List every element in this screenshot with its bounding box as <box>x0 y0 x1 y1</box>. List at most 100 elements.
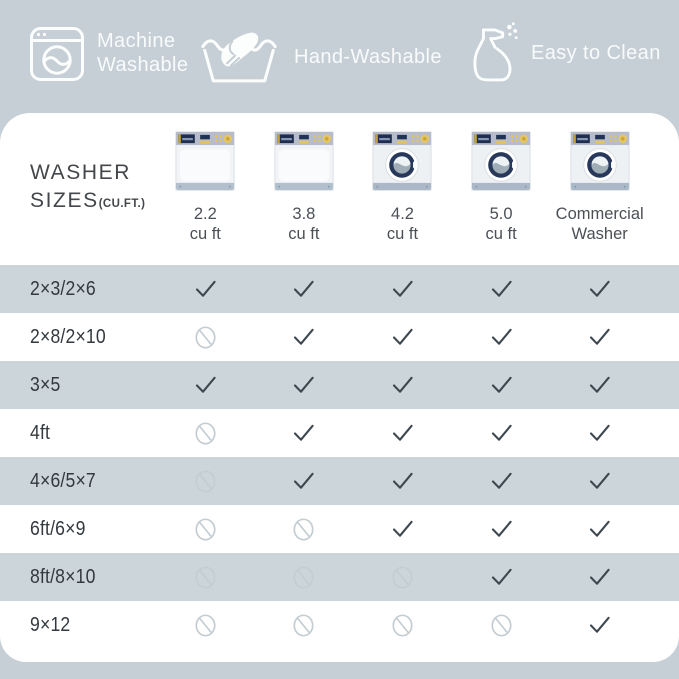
feature-label: Hand-Washable <box>294 46 442 69</box>
check-icon <box>392 328 413 345</box>
table-row: 4×6/5×7 <box>0 457 679 505</box>
fit-cell <box>156 516 255 543</box>
not-allowed-icon <box>293 517 314 541</box>
rug-size-text: 2×8/2×10 <box>30 325 106 348</box>
not-allowed-icon <box>195 613 216 637</box>
rug-size-text: 8ft/8×10 <box>30 565 96 588</box>
not-allowed-icon <box>491 613 512 637</box>
table-title: WASHER SIZES(CU.FT.) <box>0 129 156 265</box>
rug-size-label: 4ft <box>0 421 156 445</box>
washer-size-table-card: WASHER SIZES(CU.FT.) 2.2 cu ft 3.8 cu ft <box>0 113 679 662</box>
fit-cell <box>452 324 551 350</box>
fit-cell <box>353 468 452 494</box>
rug-size-text: 2×3/2×6 <box>30 277 96 300</box>
washer-size-label: 4.2 cu ft <box>387 204 418 245</box>
table-row: 3×5 <box>0 361 679 409</box>
not-allowed-icon <box>293 613 314 637</box>
fit-cell <box>255 564 354 591</box>
table-row: 6ft/6×9 <box>0 505 679 553</box>
check-icon <box>590 520 610 537</box>
check-icon <box>491 328 512 345</box>
check-icon <box>491 376 512 393</box>
not-allowed-icon <box>392 613 413 637</box>
table-row: 4ft <box>0 409 679 457</box>
washer-size-label: 3.8 cu ft <box>288 204 319 245</box>
spray-bottle-icon <box>470 21 520 87</box>
table-row: 2×8/2×10 <box>0 313 679 361</box>
washer-size-value: 5.0 <box>489 205 513 223</box>
fit-cell <box>550 276 649 302</box>
check-icon <box>590 568 610 585</box>
not-allowed-icon <box>392 565 413 589</box>
rug-size-label: 2×8/2×10 <box>0 325 156 349</box>
washer-size-label: 2.2 cu ft <box>190 204 221 245</box>
fit-cell <box>156 420 255 447</box>
fit-cell <box>156 564 255 591</box>
washer-size-value: 3.8 <box>292 205 316 223</box>
washer-size-label: Commercial Washer <box>556 204 644 245</box>
fit-cell <box>255 516 354 543</box>
fit-cell <box>255 612 354 639</box>
fit-cell <box>550 420 649 446</box>
washer-column-header: Commercial Washer <box>550 129 649 265</box>
check-icon <box>491 280 512 297</box>
check-icon <box>392 376 413 393</box>
not-allowed-icon <box>195 517 216 541</box>
check-icon <box>294 376 315 393</box>
not-allowed-icon <box>195 421 216 445</box>
washer-column-header: 5.0 cu ft <box>452 129 551 265</box>
washer-size-value: Commercial <box>555 205 644 223</box>
fit-cell <box>156 468 255 495</box>
not-allowed-icon <box>293 565 314 589</box>
washer-size-value: 4.2 <box>391 205 414 223</box>
check-icon <box>590 376 610 393</box>
feature-hand-washable: Hand-Washable <box>199 27 442 89</box>
feature-label: Machine Washable <box>97 30 189 76</box>
fit-cell <box>550 324 649 350</box>
washer-size-value: 2.2 <box>193 205 217 223</box>
table-title-line1: WASHER <box>30 161 131 184</box>
fit-cell <box>255 468 354 494</box>
front-load-washer-icon <box>471 131 531 191</box>
table-title-unit: (CU.FT.) <box>98 197 146 210</box>
check-icon <box>195 376 216 393</box>
check-icon <box>294 280 315 297</box>
washer-size-unit: cu ft <box>386 225 419 244</box>
washer-size-unit: Washer <box>571 225 628 244</box>
front-load-washer-icon <box>570 131 630 191</box>
check-icon <box>392 280 413 297</box>
fit-cell <box>353 516 452 542</box>
table-row: 9×12 <box>0 601 679 649</box>
fit-cell <box>452 516 551 542</box>
size-table-body: 2×3/2×6 2×8/2×10 3×5 4ft 4×6/5×7 <box>0 265 679 649</box>
not-allowed-icon <box>195 325 216 349</box>
rug-size-text: 4ft <box>30 421 51 444</box>
rug-size-text: 4×6/5×7 <box>30 469 96 492</box>
fit-cell <box>452 372 551 398</box>
check-icon <box>294 472 315 489</box>
fit-cell <box>550 468 649 494</box>
check-icon <box>491 520 512 537</box>
rug-size-label: 3×5 <box>0 373 156 397</box>
check-icon <box>590 616 610 633</box>
top-load-washer-icon <box>175 131 235 191</box>
check-icon <box>491 424 512 441</box>
washer-size-unit: cu ft <box>485 225 517 244</box>
fit-cell <box>353 324 452 350</box>
washer-column-header: 3.8 cu ft <box>255 129 354 265</box>
table-row: 2×3/2×6 <box>0 265 679 313</box>
feature-label: Easy to Clean <box>531 42 661 65</box>
fit-cell <box>452 420 551 446</box>
fit-cell <box>550 564 649 590</box>
hand-wash-icon <box>199 27 279 89</box>
washer-column-header: 2.2 cu ft <box>156 129 255 265</box>
rug-size-label: 8ft/8×10 <box>0 565 156 589</box>
fit-cell <box>452 276 551 302</box>
rug-size-label: 2×3/2×6 <box>0 277 156 301</box>
rug-size-label: 4×6/5×7 <box>0 469 156 493</box>
washer-size-unit: cu ft <box>189 225 221 244</box>
fit-cell <box>550 372 649 398</box>
fit-cell <box>255 420 354 446</box>
front-load-washer-icon <box>373 131 432 191</box>
not-allowed-icon <box>195 565 216 589</box>
